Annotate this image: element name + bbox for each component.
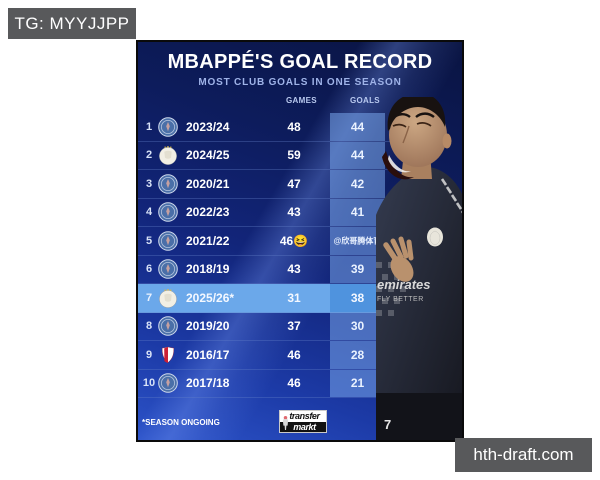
svg-text:7: 7 bbox=[384, 417, 391, 432]
svg-text:FLY BETTER: FLY BETTER bbox=[377, 296, 424, 303]
